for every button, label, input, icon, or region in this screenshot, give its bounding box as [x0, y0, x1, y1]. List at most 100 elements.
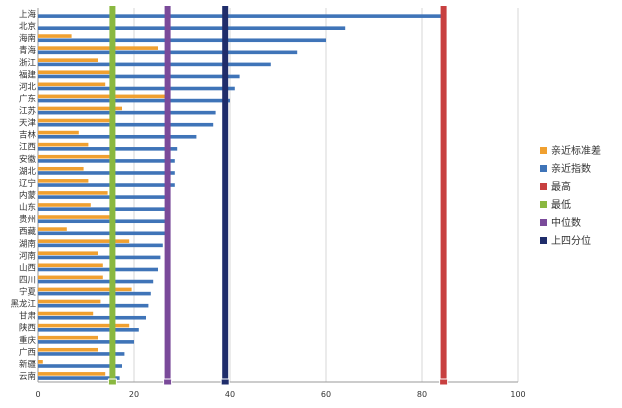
- bar-std-9: [38, 118, 110, 123]
- legend-label-2: 最高: [551, 180, 571, 193]
- legend-swatch-1: [540, 165, 547, 172]
- y-tick-label-6: 河北: [19, 81, 37, 92]
- bar-std-29: [38, 360, 43, 364]
- bar-std-19: [38, 239, 130, 243]
- bar-std-11: [38, 142, 89, 147]
- bar-index-30: [38, 376, 120, 380]
- legend-label-4: 中位数: [551, 216, 581, 229]
- ref-line-2: [164, 6, 171, 382]
- x-tick-label-0: 0: [35, 390, 40, 399]
- legend-swatch-4: [540, 219, 547, 226]
- y-tick-label-7: 广东: [19, 93, 36, 104]
- bar-std-25: [38, 311, 94, 316]
- bar-std-28: [38, 347, 98, 352]
- ref-line-marker-0: [439, 378, 449, 386]
- bar-index-23: [38, 291, 151, 296]
- x-tick-label-2: 40: [225, 390, 235, 399]
- y-tick-label-28: 广西: [19, 347, 36, 358]
- bar-index-22: [38, 279, 154, 284]
- bar-index-15: [38, 195, 170, 199]
- bar-index-21: [38, 267, 158, 272]
- bar-index-6: [38, 86, 235, 91]
- y-tick-label-21: 山西: [19, 262, 36, 273]
- bar-std-8: [38, 106, 122, 111]
- y-tick-label-13: 湖北: [19, 167, 37, 177]
- bar-index-5: [38, 74, 240, 79]
- bar-index-16: [38, 207, 168, 211]
- bar-index-1: [38, 26, 346, 30]
- bar-index-12: [38, 159, 175, 163]
- bar-index-18: [38, 231, 166, 236]
- bar-index-9: [38, 122, 214, 127]
- bar-std-27: [38, 335, 98, 340]
- y-tick-label-5: 福建: [19, 69, 37, 80]
- y-tick-label-15: 内蒙: [19, 190, 37, 201]
- ref-line-1: [109, 6, 116, 382]
- y-tick-label-22: 四川: [19, 275, 36, 285]
- bar-index-8: [38, 110, 216, 115]
- bar-index-25: [38, 315, 146, 320]
- x-tick-label-5: 100: [510, 390, 525, 399]
- y-tick-label-24: 黑龙江: [10, 299, 36, 310]
- y-tick-label-16: 山东: [19, 202, 36, 213]
- bar-index-4: [38, 62, 271, 67]
- bar-index-26: [38, 328, 139, 332]
- y-tick-label-9: 天津: [19, 118, 37, 129]
- y-tick-label-2: 海南: [19, 33, 36, 44]
- bar-std-13: [38, 166, 84, 171]
- bar-std-23: [38, 287, 132, 292]
- legend-swatch-0: [540, 147, 547, 154]
- y-tick-label-12: 安徽: [19, 154, 37, 165]
- bar-std-3: [38, 46, 158, 50]
- bar-std-21: [38, 263, 103, 268]
- bar-index-24: [38, 303, 149, 308]
- bar-std-6: [38, 82, 106, 87]
- bar-index-14: [38, 183, 175, 187]
- bar-std-12: [38, 154, 110, 159]
- bar-std-18: [38, 227, 67, 231]
- y-tick-label-11: 江西: [19, 143, 36, 153]
- bar-std-24: [38, 299, 101, 304]
- bar-std-4: [38, 58, 98, 62]
- bar-std-22: [38, 275, 103, 280]
- bar-std-20: [38, 251, 98, 256]
- bar-index-17: [38, 219, 166, 224]
- bar-index-29: [38, 364, 122, 368]
- ref-line-0: [440, 6, 447, 382]
- bar-index-2: [38, 38, 326, 43]
- bar-std-15: [38, 191, 108, 195]
- y-tick-label-25: 甘肃: [19, 311, 37, 322]
- bar-std-2: [38, 34, 72, 38]
- y-tick-label-10: 吉林: [19, 130, 37, 141]
- bar-index-27: [38, 340, 134, 344]
- bar-index-7: [38, 98, 230, 103]
- y-tick-label-23: 宁夏: [19, 287, 37, 298]
- y-tick-label-0: 上海: [19, 9, 37, 20]
- y-tick-label-17: 贵州: [19, 214, 36, 225]
- bar-std-14: [38, 179, 89, 183]
- y-tick-label-18: 西藏: [19, 226, 37, 237]
- legend-label-0: 亲近标准差: [551, 144, 601, 157]
- bar-std-26: [38, 323, 130, 328]
- legend-label-3: 最低: [551, 198, 571, 211]
- bar-index-11: [38, 147, 178, 151]
- y-tick-label-30: 云南: [19, 371, 36, 382]
- bar-index-0: [38, 14, 442, 18]
- bar-std-16: [38, 203, 91, 207]
- y-tick-label-29: 新疆: [19, 359, 37, 370]
- legend-swatch-5: [540, 237, 547, 244]
- bar-std-7: [38, 94, 166, 99]
- ref-line-marker-2: [163, 378, 173, 386]
- y-tick-label-27: 重庆: [19, 335, 37, 346]
- x-tick-label-4: 80: [417, 390, 427, 399]
- y-tick-label-3: 青海: [19, 45, 37, 56]
- bar-std-17: [38, 215, 110, 219]
- y-tick-label-14: 辽宁: [19, 178, 36, 189]
- y-tick-label-1: 北京: [19, 21, 36, 32]
- legend-label-1: 亲近指数: [551, 162, 591, 175]
- y-tick-label-4: 浙江: [19, 57, 37, 68]
- bar-index-19: [38, 243, 163, 248]
- legend-label-5: 上四分位: [551, 234, 591, 247]
